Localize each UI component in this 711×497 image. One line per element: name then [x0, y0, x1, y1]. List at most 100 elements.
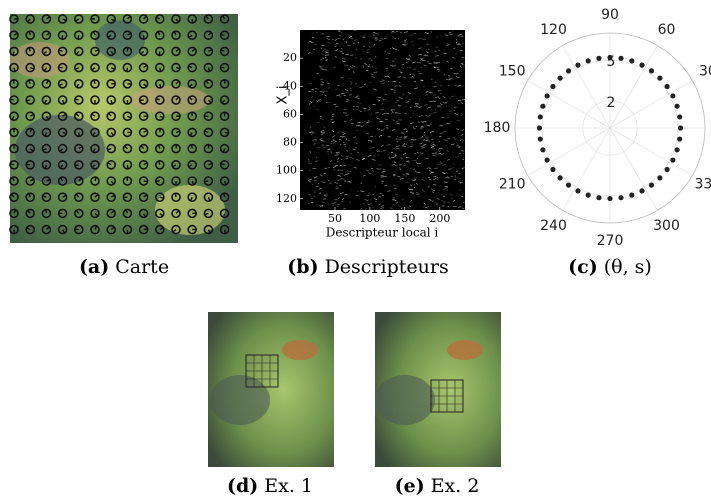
- texture-stroke: [424, 120, 428, 123]
- texture-stroke: [380, 205, 384, 207]
- y-tick-label: 100: [276, 164, 297, 177]
- texture-stroke: [308, 180, 312, 183]
- texture-stroke: [348, 35, 353, 38]
- texture-stroke: [453, 47, 456, 50]
- point: [629, 192, 635, 198]
- texture-stroke: [428, 198, 432, 201]
- texture-stroke: [388, 157, 391, 160]
- texture-stroke: [459, 65, 462, 67]
- angular-grid-line: [609, 80, 693, 129]
- texture-stroke: [442, 201, 445, 203]
- texture-stroke: [326, 38, 331, 41]
- glyph: [155, 192, 165, 202]
- texture-stroke: [396, 122, 400, 125]
- glyph-tick: [222, 213, 226, 218]
- texture-stroke: [333, 66, 336, 69]
- glyph-tick: [143, 180, 148, 183]
- texture-stroke: [368, 140, 373, 142]
- point: [607, 54, 613, 61]
- point: [565, 68, 572, 74]
- glyph: [9, 176, 19, 186]
- point: [540, 103, 546, 109]
- texture-stroke: [321, 50, 323, 52]
- texture-stroke: [308, 52, 311, 54]
- glyph-tick: [92, 131, 96, 137]
- point: [618, 55, 624, 61]
- glyph-tick: [127, 115, 132, 119]
- y-tick-label: 80: [283, 136, 297, 149]
- angular-tick-label: 90: [601, 7, 619, 23]
- glyph-tick: [92, 31, 96, 36]
- texture-stroke: [384, 75, 388, 78]
- glyph: [25, 143, 36, 154]
- texture-stroke: [456, 72, 459, 75]
- glyph: [25, 14, 36, 24]
- texture-stroke: [398, 97, 403, 99]
- texture-stroke: [408, 188, 413, 190]
- y-tick-label: 120: [276, 192, 297, 205]
- texture-stroke: [381, 79, 385, 82]
- texture-stroke: [320, 139, 325, 142]
- glyph: [41, 111, 52, 121]
- glyph-tick: [43, 67, 48, 72]
- texture-stroke: [409, 205, 412, 207]
- glyph: [138, 160, 149, 170]
- glyph: [203, 62, 214, 73]
- point: [537, 136, 543, 142]
- texture-stroke: [325, 59, 328, 62]
- texture-stroke: [356, 95, 359, 97]
- texture-stroke: [370, 142, 373, 144]
- glyph: [171, 46, 181, 57]
- texture-stroke: [327, 147, 332, 150]
- texture-stroke: [425, 91, 428, 93]
- glyph-tick: [59, 148, 64, 153]
- texture-stroke: [327, 42, 331, 44]
- texture-stroke: [397, 76, 402, 78]
- glyph-tick: [44, 132, 48, 137]
- texture-stroke: [379, 167, 381, 169]
- texture-stroke: [367, 65, 371, 68]
- texture-stroke: [363, 124, 366, 126]
- texture-stroke: [344, 89, 349, 91]
- glyph: [203, 127, 214, 138]
- texture-stroke: [324, 54, 330, 56]
- texture-stroke: [443, 73, 446, 75]
- point: [670, 157, 676, 163]
- glyph-tick: [45, 226, 50, 231]
- glyph-tick: [94, 176, 97, 182]
- glyph: [106, 224, 116, 235]
- texture-stroke: [337, 29, 340, 32]
- texture-stroke: [393, 90, 396, 92]
- glyph: [25, 208, 36, 219]
- glyph-tick: [224, 131, 229, 134]
- glyph-tick: [159, 115, 164, 119]
- texture-stroke: [367, 65, 370, 67]
- texture-stroke: [439, 124, 443, 127]
- glyph: [41, 127, 52, 138]
- glyph: [219, 46, 230, 57]
- texture-stroke: [353, 166, 357, 169]
- glyph-tick: [175, 130, 181, 134]
- texture-stroke: [325, 51, 328, 53]
- texture-stroke: [442, 96, 446, 99]
- texture-stroke: [448, 78, 451, 81]
- texture-stroke: [313, 48, 315, 51]
- texture-stroke: [399, 138, 402, 140]
- angular-tick-label: 150: [499, 64, 526, 80]
- glyph-tick: [110, 99, 113, 105]
- texture-stroke: [430, 146, 435, 148]
- texture-stroke: [337, 174, 342, 177]
- texture-stroke: [377, 99, 381, 102]
- glyph: [41, 46, 52, 57]
- texture-stroke: [445, 150, 450, 152]
- glyph-tick: [12, 79, 15, 84]
- texture-stroke: [447, 159, 450, 161]
- glyph-tick: [207, 31, 212, 36]
- texture-stroke: [424, 93, 429, 96]
- texture-stroke: [412, 61, 416, 64]
- texture-stroke: [422, 179, 425, 181]
- glyph: [41, 14, 52, 24]
- texture-stroke: [309, 151, 312, 153]
- glyph: [187, 192, 197, 202]
- texture-stroke: [449, 78, 453, 80]
